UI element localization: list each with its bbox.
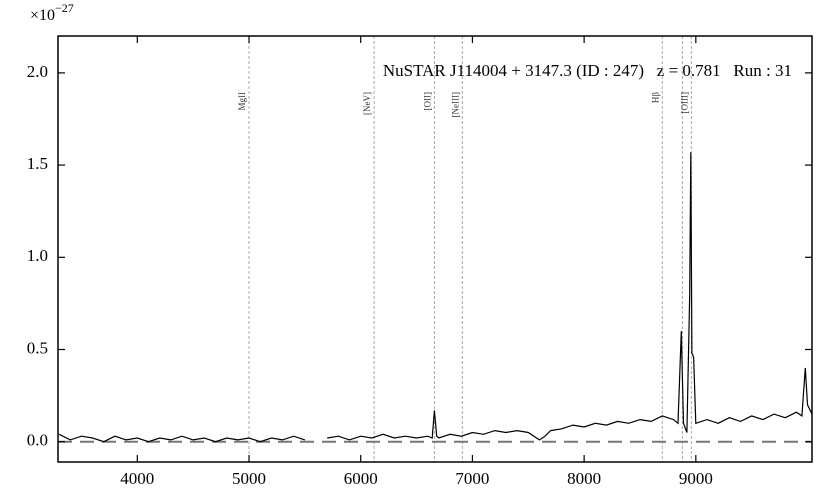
emission-label: Hβ [650, 92, 660, 103]
emission-label: [NeV] [362, 92, 372, 115]
x-tick-label: 4000 [120, 469, 154, 488]
spectrum [58, 152, 813, 443]
x-tick-label: 5000 [232, 469, 266, 488]
scale-exponent: −27 [55, 1, 74, 15]
scale-base: ×10 [30, 7, 55, 24]
x-tick-label: 6000 [344, 469, 378, 488]
emission-label: [NeIII] [450, 92, 460, 117]
emission-label: [OIII] [679, 92, 689, 114]
y-tick-label: 1.5 [27, 154, 48, 173]
x-tick-label: 9000 [679, 469, 713, 488]
y-tick-label: 1.0 [27, 246, 48, 265]
plot-frame [57, 35, 813, 463]
y-tick-label: 2.0 [27, 62, 48, 81]
y-tick-label: 0.5 [27, 338, 48, 357]
x-tick-label: 8000 [567, 469, 601, 488]
chart-title: NuSTAR J114004 + 3147.3 (ID : 247) z = 0… [383, 61, 792, 80]
scale-label: ×10−27 [30, 1, 74, 24]
emission-label: MgII [237, 92, 247, 111]
y-tick-label: 0.0 [27, 431, 48, 450]
x-tick-label: 7000 [455, 469, 489, 488]
emission-label: [OII] [423, 92, 433, 111]
